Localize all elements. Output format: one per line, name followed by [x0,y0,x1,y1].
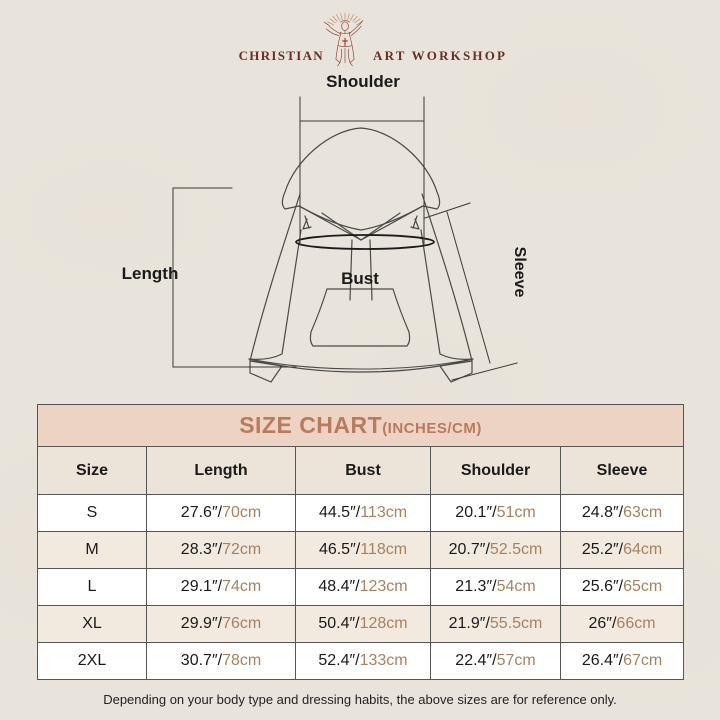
svg-text:Shoulder: Shoulder [326,72,400,91]
svg-text:Bust: Bust [341,269,379,288]
svg-text:Sleeve: Sleeve [511,247,528,298]
svg-text:Length: Length [122,264,179,283]
